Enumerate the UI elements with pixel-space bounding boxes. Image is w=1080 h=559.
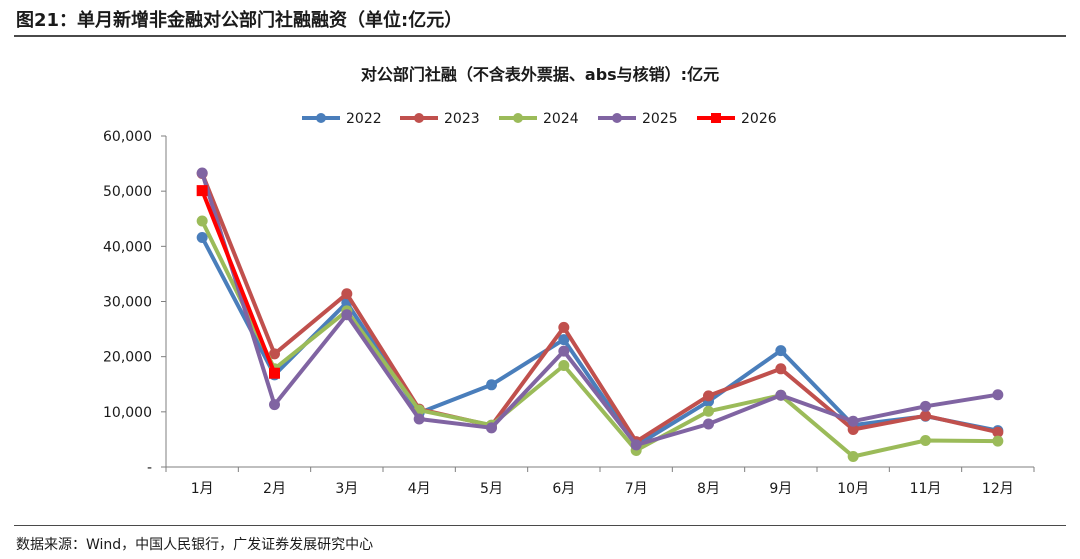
chart-legend: 2022 2023 2024 2025 2026 xyxy=(302,111,777,127)
series-2023-point xyxy=(847,423,859,435)
series-2025-point xyxy=(486,422,497,434)
x-tick-label: 12月 xyxy=(982,481,1014,497)
series-2025-point xyxy=(413,413,425,425)
legend-swatch-marker xyxy=(316,113,326,123)
series-2023-point xyxy=(703,390,714,402)
legend-label: 2023 xyxy=(444,111,480,127)
y-tick-label: 30,000 xyxy=(103,295,152,311)
series-2025-point xyxy=(558,345,570,357)
series-2025-point xyxy=(920,400,931,412)
series-2025-point xyxy=(341,309,353,321)
legend-label: 2024 xyxy=(543,111,579,127)
series-2024-point xyxy=(920,435,931,447)
series-2025-point xyxy=(775,389,787,401)
x-tick-label: 6月 xyxy=(552,481,575,497)
x-tick-label: 2月 xyxy=(263,481,286,497)
legend-label: 2022 xyxy=(346,111,382,127)
series-2023-point xyxy=(341,288,353,300)
legend-label: 2026 xyxy=(741,111,777,127)
series-2024-point xyxy=(196,215,208,227)
series-2025-point xyxy=(847,415,859,427)
y-tick-label: 40,000 xyxy=(103,239,152,255)
series-2024-point xyxy=(847,451,859,463)
x-tick-label: 9月 xyxy=(769,481,792,497)
source-note: 数据来源：Wind，中国人民银行，广发证券发展研究中心 xyxy=(16,537,374,553)
series-2026-point xyxy=(196,185,208,197)
series-2024-point xyxy=(703,405,714,417)
x-tick-label: 8月 xyxy=(697,481,720,497)
bottom-rule xyxy=(14,525,1066,526)
series-2025-point xyxy=(992,389,1004,401)
top-rule xyxy=(14,35,1066,37)
series-2025-line xyxy=(200,172,999,447)
series-2023-point xyxy=(992,426,1004,438)
series-2025-point xyxy=(630,439,642,451)
series-2022-line xyxy=(200,236,999,448)
series-2022-point xyxy=(196,232,208,244)
legend-label: 2025 xyxy=(642,111,678,127)
x-tick-label: 11月 xyxy=(910,481,942,497)
legend-swatch-marker xyxy=(711,113,721,123)
series-2023-point xyxy=(775,363,787,375)
y-tick-label: - xyxy=(147,460,152,476)
series-2023-point xyxy=(269,348,280,360)
y-tick-label: 60,000 xyxy=(103,129,152,145)
chart-title: 对公部门社融（不含表外票据、abs与核销）:亿元 xyxy=(361,65,719,84)
series-2025-point xyxy=(269,399,280,411)
x-tick-label: 7月 xyxy=(625,481,648,497)
series-2026-point xyxy=(269,367,280,379)
series-2026-line xyxy=(200,189,277,374)
y-tick-label: 20,000 xyxy=(103,350,152,366)
series-2024-line xyxy=(200,220,998,459)
series-2023-point xyxy=(558,321,570,333)
series-2024-point xyxy=(992,435,1004,447)
series-2025-point xyxy=(196,167,208,179)
series-2024-point xyxy=(558,359,570,371)
x-tick-label: 10月 xyxy=(837,481,869,497)
series-2022-point xyxy=(558,334,570,346)
legend-swatch-marker xyxy=(414,113,424,123)
chart-plot-area xyxy=(196,167,1004,463)
series-2025-point xyxy=(703,418,714,430)
series-2022-point xyxy=(775,345,787,357)
series-2023-line xyxy=(200,172,999,444)
chart-axes: - 10,000 20,000 30,000 40,000 50,000 60,000 1月 2… xyxy=(103,129,1035,497)
x-tick-label: 1月 xyxy=(191,481,214,497)
y-tick-label: 10,000 xyxy=(103,405,152,421)
legend-swatch-marker xyxy=(612,113,622,123)
figure-title: 图21：单月新增非金融对公部门社融融资（单位:亿元） xyxy=(16,10,463,31)
legend-swatch-marker xyxy=(513,113,523,123)
series-2023-point xyxy=(920,410,931,422)
x-tick-label: 5月 xyxy=(480,481,503,497)
y-tick-label: 50,000 xyxy=(103,184,152,200)
x-tick-label: 4月 xyxy=(408,481,431,497)
series-2022-point xyxy=(486,379,497,391)
x-tick-label: 3月 xyxy=(335,481,358,497)
